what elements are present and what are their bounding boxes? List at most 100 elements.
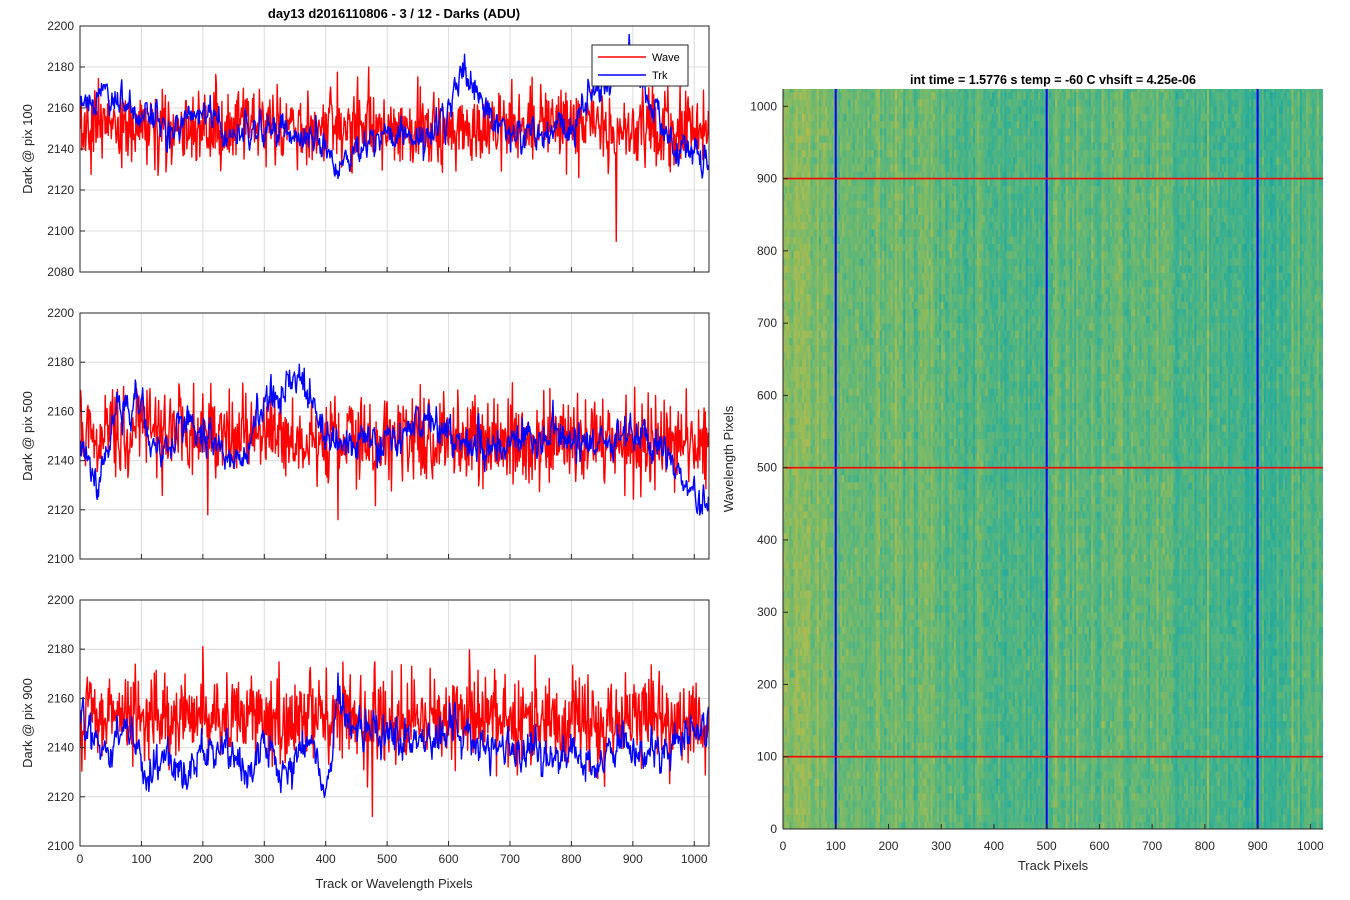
heatmap-cell (924, 750, 926, 758)
heatmap-cell (931, 822, 933, 830)
heatmap-cell (1112, 713, 1114, 721)
heatmap-cell (806, 822, 808, 830)
heatmap-cell (1110, 750, 1112, 758)
heatmap-cell (916, 735, 918, 743)
heatmap-cell (1032, 822, 1034, 830)
heatmap-cell (1030, 800, 1032, 808)
heatmap-cell (1184, 793, 1186, 801)
heatmap-cell (1076, 815, 1078, 823)
heatmap-cell (1291, 786, 1293, 794)
heatmap-cell (1232, 706, 1234, 714)
heatmap-cell (1304, 793, 1306, 801)
heatmap-cell (939, 815, 941, 823)
heatmap-cell (920, 771, 922, 779)
heatmap-cell (1057, 742, 1059, 750)
heatmap-cell (945, 786, 947, 794)
heatmap-cell (1289, 721, 1291, 729)
heatmap-cell (1021, 793, 1023, 801)
heatmap-cell (1186, 815, 1188, 823)
heatmap-cell (988, 800, 990, 808)
heatmap-cell (867, 786, 869, 794)
heatmap-cell (1148, 771, 1150, 779)
heatmap-cell (817, 721, 819, 729)
heatmap-cell (872, 800, 874, 808)
heatmap-cell (1312, 764, 1314, 772)
heatmap-cell (829, 728, 831, 736)
heatmap-cell (1032, 815, 1034, 823)
heatmap-cell (1279, 750, 1281, 758)
heatmap-cell (895, 757, 897, 765)
heatmap-cell (1287, 706, 1289, 714)
heatmap-cell (865, 757, 867, 765)
heatmap-cell (1135, 778, 1137, 786)
heatmap-cell (1260, 815, 1262, 823)
heatmap-cell (1293, 742, 1295, 750)
heatmap-cell (1080, 793, 1082, 801)
heatmap-cell (899, 757, 901, 765)
heatmap-cell (1167, 807, 1169, 815)
heatmap-cell (1163, 721, 1165, 729)
heatmap-cell (1293, 764, 1295, 772)
heatmap-cell (899, 721, 901, 729)
heatmap-cell (935, 728, 937, 736)
heatmap-cell (1215, 764, 1217, 772)
heatmap-cell (1061, 807, 1063, 815)
heatmap-cell (1057, 721, 1059, 729)
heatmap-cell (931, 815, 933, 823)
heatmap-cell (832, 822, 834, 830)
heatmap-cell (1087, 822, 1089, 830)
heatmap-cell (1272, 728, 1274, 736)
heatmap-cell (1237, 721, 1239, 729)
heatmap-cell (1213, 800, 1215, 808)
heatmap-cell (967, 699, 969, 707)
chart-title: day13 d2016110806 - 3 / 12 - Darks (ADU) (268, 6, 520, 21)
heatmap-cell (1253, 764, 1255, 772)
heatmap-cell (1004, 822, 1006, 830)
heatmap-cell (986, 735, 988, 743)
heatmap-cell (1072, 750, 1074, 758)
heatmap-cell (1002, 699, 1004, 707)
heatmap-cell (1315, 721, 1317, 729)
heatmap-cell (1064, 706, 1066, 714)
heatmap-cell (1080, 822, 1082, 830)
heatmap-cell (950, 699, 952, 707)
heatmap-cell (1251, 822, 1253, 830)
heatmap-cell (1203, 815, 1205, 823)
heatmap-cell (1154, 735, 1156, 743)
heatmap-cell (796, 800, 798, 808)
heatmap-cell (920, 778, 922, 786)
heatmap-cell (948, 735, 950, 743)
heatmap-cell (1205, 699, 1207, 707)
heatmap-cell (1129, 771, 1131, 779)
heatmap-cell (950, 815, 952, 823)
heatmap-cell (941, 699, 943, 707)
heatmap-cell (893, 735, 895, 743)
heatmap-cell (1038, 764, 1040, 772)
heatmap-cell (863, 728, 865, 736)
heatmap-cell (1209, 699, 1211, 707)
heatmap-cell (1243, 822, 1245, 830)
heatmap-cell (979, 742, 981, 750)
heatmap-cell (1215, 793, 1217, 801)
heatmap-cell (1106, 807, 1108, 815)
heatmap-cell (1099, 735, 1101, 743)
heatmap-cell (1061, 699, 1063, 707)
heatmap-cell (895, 807, 897, 815)
heatmap-cell (971, 757, 973, 765)
heatmap-cell (1076, 822, 1078, 830)
heatmap-cell (941, 778, 943, 786)
heatmap-cell (884, 728, 886, 736)
heatmap-cell (1281, 815, 1283, 823)
heatmap-cell (1051, 822, 1053, 830)
heatmap-cell (954, 778, 956, 786)
heatmap-cell (937, 706, 939, 714)
heatmap-cell (1019, 786, 1021, 794)
heatmap-cell (1293, 735, 1295, 743)
heatmap-cell (794, 815, 796, 823)
heatmap-cell (1308, 800, 1310, 808)
legend[interactable]: Wave Trk (592, 45, 688, 86)
heatmap-cell (1021, 771, 1023, 779)
heatmap-cell (886, 706, 888, 714)
heatmap-cell (1030, 771, 1032, 779)
heatmap-cell (1175, 735, 1177, 743)
